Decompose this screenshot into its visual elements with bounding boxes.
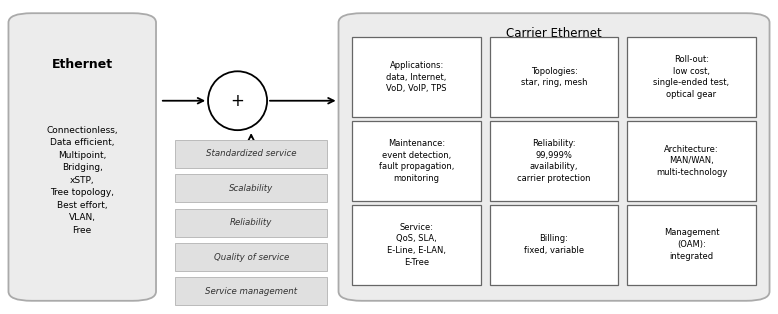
- Text: Topologies:
star, ring, mesh: Topologies: star, ring, mesh: [520, 67, 587, 87]
- Ellipse shape: [208, 71, 267, 130]
- Text: Management
(OAM):
integrated: Management (OAM): integrated: [664, 229, 719, 261]
- Text: Standardized service: Standardized service: [206, 149, 296, 158]
- Text: Connectionless,
Data efficient,
Multipoint,
Bridging,
xSTP,
Tree topology,
Best : Connectionless, Data efficient, Multipoi…: [47, 126, 118, 235]
- Text: Quality of service: Quality of service: [213, 252, 289, 262]
- Text: +: +: [230, 92, 244, 110]
- Bar: [352, 121, 481, 201]
- Text: Applications:
data, Internet,
VoD, VoIP, TPS: Applications: data, Internet, VoD, VoIP,…: [387, 61, 447, 93]
- Text: Service:
QoS, SLA,
E-Line, E-LAN,
E-Tree: Service: QoS, SLA, E-Line, E-LAN, E-Tree: [387, 223, 446, 267]
- FancyBboxPatch shape: [9, 13, 156, 301]
- Bar: [627, 121, 755, 201]
- Text: Roll-out:
low cost,
single-ended test,
optical gear: Roll-out: low cost, single-ended test, o…: [654, 55, 730, 99]
- FancyBboxPatch shape: [338, 13, 769, 301]
- Bar: [175, 174, 327, 202]
- Text: Ethernet: Ethernet: [51, 58, 113, 72]
- Bar: [352, 205, 481, 285]
- Text: Reliability:
99,999%
availability,
carrier protection: Reliability: 99,999% availability, carri…: [517, 139, 591, 183]
- Bar: [490, 205, 618, 285]
- Bar: [352, 37, 481, 117]
- Text: Reliability: Reliability: [230, 218, 272, 227]
- Bar: [175, 208, 327, 237]
- Bar: [627, 37, 755, 117]
- Bar: [490, 121, 618, 201]
- Text: Maintenance:
event detection,
fault propagation,
monitoring: Maintenance: event detection, fault prop…: [379, 139, 454, 183]
- Bar: [175, 140, 327, 168]
- Text: Carrier Ethernet: Carrier Ethernet: [506, 27, 602, 40]
- Bar: [490, 37, 618, 117]
- Bar: [175, 243, 327, 271]
- Text: Scalability: Scalability: [229, 184, 273, 193]
- Bar: [175, 277, 327, 306]
- Text: Service management: Service management: [205, 287, 297, 296]
- Text: Architecture:
MAN/WAN,
multi-technology: Architecture: MAN/WAN, multi-technology: [656, 145, 727, 177]
- Bar: [627, 205, 755, 285]
- Text: Billing:
fixed, variable: Billing: fixed, variable: [524, 234, 584, 255]
